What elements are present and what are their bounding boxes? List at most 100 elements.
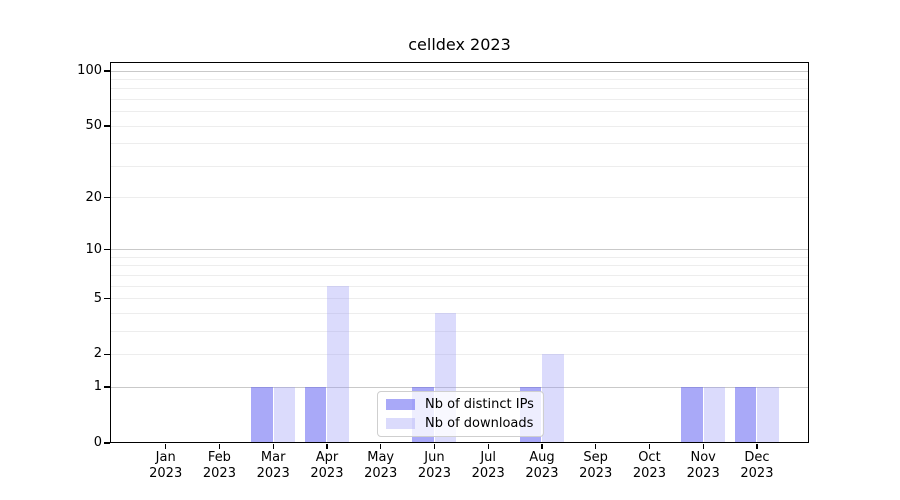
gridline-minor [111,98,808,100]
x-tick-label-line: Dec [744,450,770,465]
legend-swatch-distinct-ips [386,399,415,410]
legend-label-downloads: Nb of downloads [425,416,534,431]
bar-distinct-ips [304,387,327,443]
x-tick-label-line: 2023 [632,466,666,481]
x-tick-label-line: May [367,450,395,465]
x-tick-label-line: 2023 [364,466,398,481]
x-tick-mark [541,443,543,449]
gridline-minor [111,111,808,113]
gridline-major [111,70,808,72]
y-tick-label: 10 [85,241,102,257]
x-tick-mark [487,443,489,449]
legend-swatch-downloads [386,418,415,429]
x-tick-label: Apr 2023 [299,450,355,482]
gridline-major [111,386,808,388]
x-tick-mark [648,443,651,449]
bar-downloads [757,387,779,443]
gridline-minor [111,88,808,90]
y-tick-label: 20 [85,189,102,205]
gridline-major [111,249,808,251]
bar-downloads [542,354,564,443]
x-tick-label: Jun 2023 [406,450,462,482]
y-tick-label: 100 [77,63,102,78]
y-tick-mark [103,70,110,72]
x-tick-label-line: Jul [480,450,497,465]
gridline-minor [111,353,808,355]
x-tick-label-line: Feb [207,450,231,465]
x-tick-label-line: Mar [260,450,286,465]
x-tick-label-line: Jun [424,450,445,465]
x-tick-label-line: Nov [690,450,716,465]
gridline-minor [111,285,808,287]
gridline-minor [111,274,808,276]
x-tick-mark [326,443,328,449]
x-tick-label: Jan 2023 [138,450,194,482]
x-tick-label: Mar 2023 [245,450,301,482]
y-tick-label: 2 [93,346,102,362]
y-tick-mark [103,442,110,444]
x-tick-mark [218,443,221,449]
y-tick-mark [103,125,110,127]
x-tick-label: Oct 2023 [621,450,677,482]
x-tick-label-line: 2023 [740,466,774,481]
bar-distinct-ips [681,387,703,443]
x-tick-label: Feb 2023 [191,450,247,482]
gridline-minor [111,78,808,80]
x-tick-mark [272,443,274,449]
y-tick-mark [103,249,110,251]
x-tick-label: May 2023 [353,450,409,482]
bar-downloads [273,387,296,443]
x-tick-label: Jul 2023 [460,450,516,482]
x-tick-label-line: 2023 [579,466,613,481]
x-tick-mark [380,443,382,449]
gridline-minor [111,298,808,300]
x-tick-mark [433,443,436,449]
bar-downloads [703,387,726,443]
bar-downloads [327,286,349,443]
y-tick-mark [103,297,110,300]
gridline-minor [111,197,808,199]
x-tick-label-line: Sep [583,450,608,465]
x-tick-label: Aug 2023 [514,450,570,482]
bar-distinct-ips [734,387,757,443]
x-tick-label-line: Oct [638,450,661,465]
x-tick-label-line: 2023 [149,466,183,481]
gridline-minor [111,330,808,332]
x-tick-label-line: 2023 [310,466,344,481]
y-tick-mark [103,386,110,388]
y-tick-label: 0 [93,435,102,450]
x-tick-label-line: 2023 [417,466,451,481]
y-tick-label: 5 [93,290,102,306]
legend-label-distinct-ips: Nb of distinct IPs [425,397,534,412]
x-tick-mark [595,443,597,449]
y-tick-label: 1 [93,379,102,395]
chart-title: celldex 2023 [408,35,511,54]
y-tick-mark [103,353,110,356]
bar-distinct-ips [251,387,273,443]
x-tick-label: Nov 2023 [675,450,731,482]
gridline-minor [111,125,808,127]
y-tick-label: 50 [85,118,102,134]
gridline-minor [111,265,808,267]
x-tick-label-line: 2023 [256,466,290,481]
x-tick-mark [756,443,758,449]
x-tick-label-line: Aug [529,450,555,465]
x-tick-label-line: 2023 [525,466,559,481]
legend-row-distinct-ips: Nb of distinct IPs [386,395,535,414]
legend: Nb of distinct IPs Nb of downloads [377,391,544,437]
gridline-minor [111,143,808,145]
x-tick-mark [702,443,704,449]
y-tick-mark [103,196,110,199]
x-tick-label-line: Jan [155,450,176,465]
gridline-minor [111,165,808,167]
x-tick-label-line: 2023 [471,466,505,481]
x-tick-label-line: 2023 [202,466,236,481]
x-tick-label-line: Apr [315,450,339,465]
legend-row-downloads: Nb of downloads [386,414,535,433]
x-tick-mark [165,443,167,449]
gridline-minor [111,256,808,258]
x-tick-label: Dec 2023 [729,450,785,482]
x-tick-label-line: 2023 [686,466,720,481]
x-tick-label: Sep 2023 [568,450,624,482]
